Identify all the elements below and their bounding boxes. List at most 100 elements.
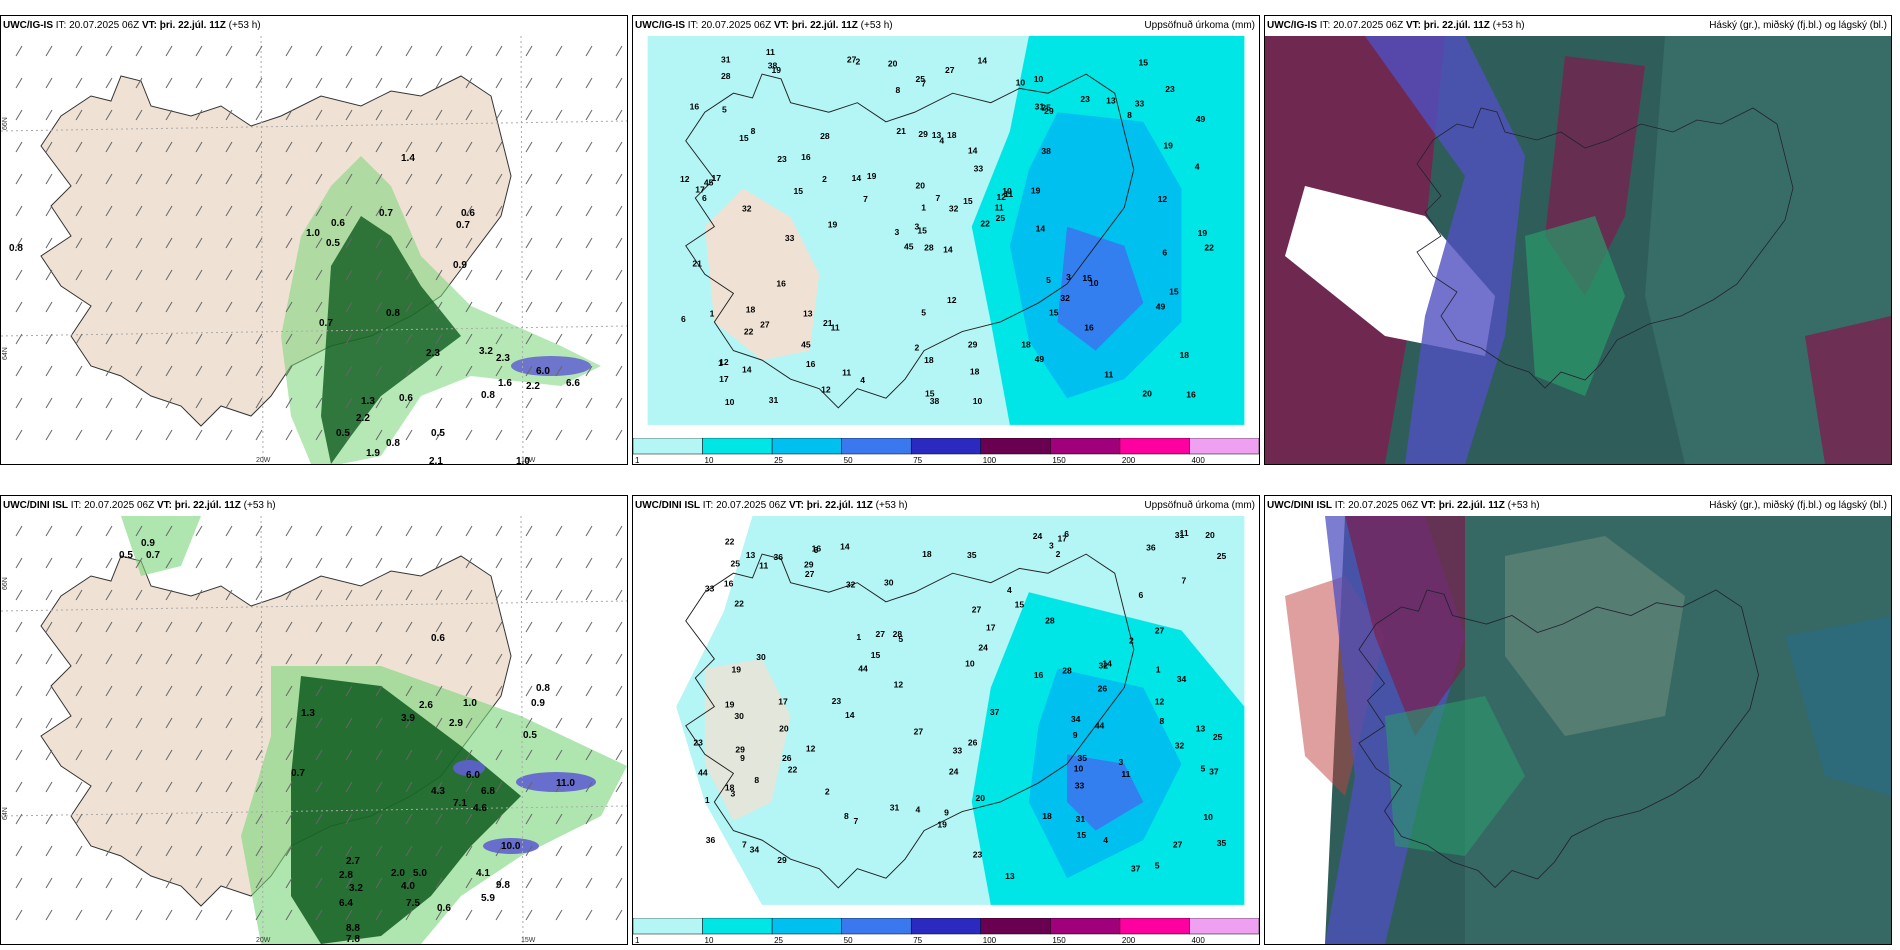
svg-text:1.3: 1.3 [361, 396, 375, 407]
wind-barb [255, 557, 263, 569]
svg-text:0.6: 0.6 [437, 903, 451, 914]
wind-barb [495, 429, 503, 441]
svg-text:0.6: 0.6 [431, 633, 445, 644]
wind-barb [15, 653, 23, 665]
precip-value-label: 2 [915, 343, 920, 353]
wind-precip-map: 0.5 0.9 0.7 0.6 1.0 0.9 0.8 0.5 1.3 0.7 … [1, 516, 627, 944]
wind-barb [135, 301, 143, 313]
wind-barb [195, 397, 203, 409]
wind-barb [195, 749, 203, 761]
panel-title: UWC/IG-IS IT: 20.07.2025 06Z VT: þri. 22… [1267, 20, 1525, 31]
legend-swatch [702, 917, 773, 935]
wind-barb [615, 333, 623, 345]
wind-barb [555, 909, 563, 921]
wind-barb [465, 429, 473, 441]
wind-barb [15, 269, 23, 281]
legend-swatch [841, 917, 912, 935]
svg-text:1.0: 1.0 [516, 456, 530, 464]
wind-barb [255, 237, 263, 249]
wind-barb [465, 621, 473, 633]
precip-value-label: 3 [915, 222, 920, 232]
precip-value-label: 22 [980, 219, 990, 229]
precip-value-label: 11 [1104, 369, 1113, 379]
wind-barb [555, 301, 563, 313]
wind-barb [15, 109, 23, 121]
wind-barb [195, 205, 203, 217]
precip-value-label: 7 [854, 816, 859, 826]
precip-value-label: 31 [1035, 101, 1045, 111]
wind-barb [615, 109, 623, 121]
wind-barb [585, 525, 593, 537]
wind-barb [315, 653, 323, 665]
wind-barb [315, 621, 323, 633]
precip-value-label: 11 [995, 202, 1004, 212]
wind-barb [45, 205, 53, 217]
precip-value-label: 12 [894, 680, 904, 690]
wind-barb [465, 845, 473, 857]
wind-barb [45, 781, 53, 793]
svg-text:66N: 66N [2, 577, 9, 590]
wind-barb [405, 429, 413, 441]
wind-barb [585, 749, 593, 761]
wind-barb [285, 557, 293, 569]
wind-barb [225, 45, 233, 57]
precip-value-label: 49 [1035, 354, 1045, 364]
precip-value-label: 29 [918, 129, 928, 139]
wind-barb [375, 813, 383, 825]
wind-barb [285, 269, 293, 281]
precip-value-label: 15 [1169, 286, 1179, 296]
wind-barb [495, 749, 503, 761]
precip-value-label: 15 [1077, 830, 1087, 840]
wind-barb [75, 685, 83, 697]
wind-barb [495, 269, 503, 281]
wind-barb [75, 813, 83, 825]
wind-barb [405, 845, 413, 857]
wind-barb [555, 589, 563, 601]
wind-barb [495, 301, 503, 313]
svg-text:0.9: 0.9 [453, 260, 467, 271]
wind-barb [105, 653, 113, 665]
wind-barb [495, 845, 503, 857]
wind-barb [285, 205, 293, 217]
legend-swatch [1189, 437, 1259, 455]
precip-value-label: 27 [760, 320, 770, 330]
precip-value-label: 6 [681, 314, 686, 324]
wind-barb [525, 173, 533, 185]
svg-text:4.3: 4.3 [431, 786, 445, 797]
wind-barb [615, 173, 623, 185]
precip-value-label: 9 [1073, 730, 1078, 740]
wind-barb [255, 397, 263, 409]
wind-barb [255, 845, 263, 857]
wind-barb [315, 237, 323, 249]
wind-barb [615, 301, 623, 313]
svg-text:1.0: 1.0 [306, 228, 320, 239]
precip-value-label: 38 [768, 60, 778, 70]
wind-barb [195, 365, 203, 377]
precip-value-label: 10 [1002, 186, 1012, 196]
wind-barb [525, 45, 533, 57]
precip-value-label: 21 [896, 126, 906, 136]
wind-barb [585, 557, 593, 569]
wind-barb [285, 301, 293, 313]
precip-value-label: 5 [722, 104, 727, 114]
wind-barb [375, 45, 383, 57]
precip-value-label: 31 [890, 803, 900, 813]
wind-barb [15, 301, 23, 313]
precip-value-label: 28 [721, 71, 731, 81]
precip-value-label: 26 [1098, 683, 1108, 693]
precip-value-label: 22 [788, 764, 798, 774]
wind-barb [405, 77, 413, 89]
precip-value-label: 8 [1160, 716, 1165, 726]
svg-text:3.9: 3.9 [401, 713, 415, 724]
wind-barb [315, 589, 323, 601]
wind-barb [165, 141, 173, 153]
wind-barb [465, 557, 473, 569]
precip-value-label: 17 [778, 697, 788, 707]
wind-barb [465, 717, 473, 729]
wind-barb [555, 525, 563, 537]
wind-barb [435, 397, 443, 409]
wind-barb [45, 877, 53, 889]
precip-value-label: 34 [1071, 714, 1081, 724]
wind-barb [255, 333, 263, 345]
wind-barb [135, 205, 143, 217]
